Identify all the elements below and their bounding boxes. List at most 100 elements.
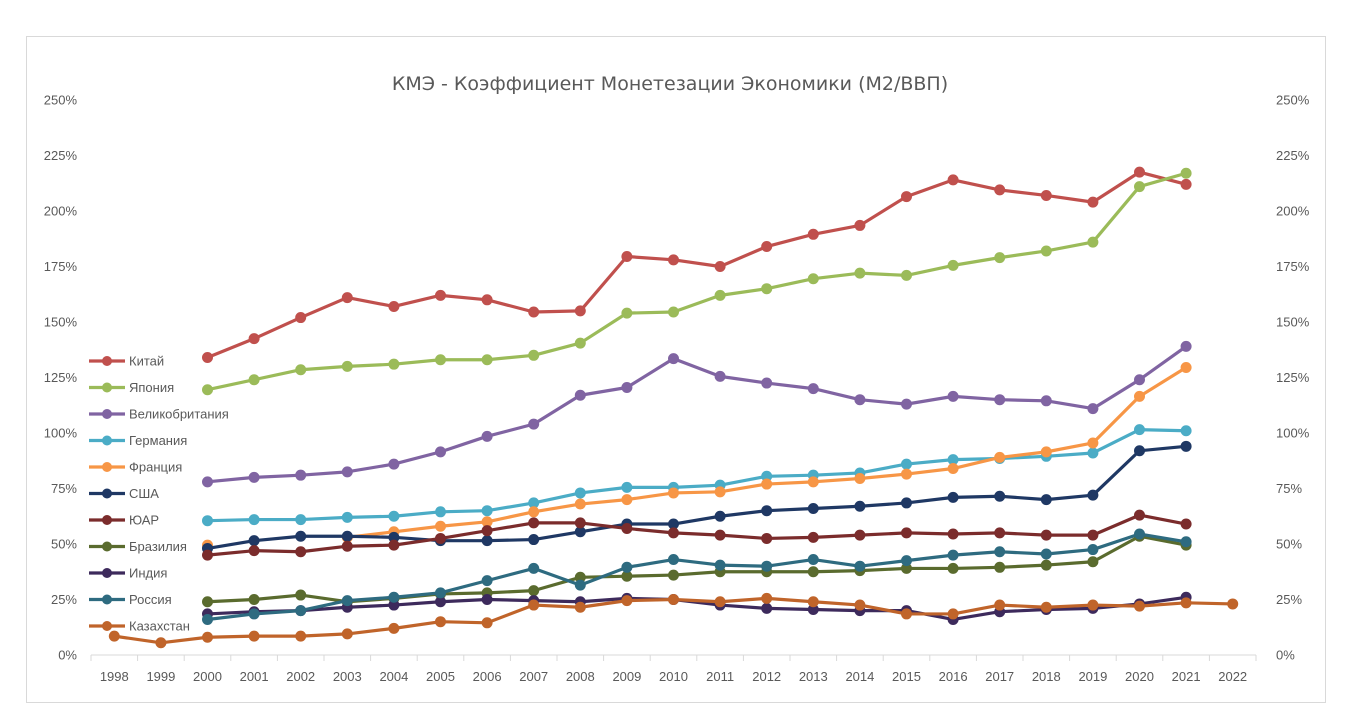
data-point: [1180, 518, 1192, 530]
data-point: [947, 549, 959, 561]
series-Великобритания: [202, 340, 1192, 488]
data-point: [295, 546, 307, 558]
legend-label: Индия: [129, 566, 167, 581]
legend-label: Япония: [129, 380, 174, 395]
x-tick-label: 2018: [1032, 669, 1061, 684]
y-tick-label-right: 125%: [1276, 370, 1310, 385]
data-point: [901, 458, 912, 470]
data-point: [341, 466, 353, 478]
data-point: [481, 535, 493, 547]
legend-swatch-marker: [102, 488, 112, 499]
data-point: [341, 530, 353, 542]
x-tick-label: 2019: [1078, 669, 1107, 684]
data-point: [668, 353, 679, 365]
data-point: [1134, 390, 1145, 402]
data-point: [1227, 598, 1239, 610]
y-tick-label-right: 50%: [1276, 537, 1302, 552]
legend-swatch-marker: [102, 621, 112, 631]
data-point: [761, 283, 773, 295]
data-point: [202, 613, 213, 625]
data-point: [854, 529, 866, 541]
data-point: [248, 535, 260, 547]
legend-label: Германия: [129, 433, 187, 448]
y-tick-label-right: 175%: [1276, 259, 1310, 274]
data-point: [202, 476, 213, 488]
data-point: [1040, 559, 1052, 571]
data-point: [1134, 445, 1145, 457]
data-point: [994, 394, 1006, 406]
data-point: [341, 292, 353, 304]
data-point: [1087, 447, 1099, 459]
data-point: [1134, 600, 1145, 612]
data-point: [714, 529, 726, 541]
legend-item: Бразилия: [89, 539, 187, 554]
data-point: [807, 228, 819, 240]
data-point: [1087, 437, 1099, 449]
data-point: [295, 312, 307, 324]
y-tick-label-right: 100%: [1276, 426, 1310, 441]
data-point: [435, 506, 446, 518]
data-point: [1040, 548, 1052, 560]
data-point: [621, 522, 633, 534]
data-point: [388, 458, 400, 470]
data-point: [714, 596, 726, 608]
x-tick-label: 2003: [333, 669, 362, 684]
legend-item: Германия: [89, 433, 187, 448]
data-point: [761, 560, 773, 572]
y-tick-label-left: 125%: [44, 370, 78, 385]
legend-item: Великобритания: [89, 407, 229, 422]
data-point: [1040, 494, 1052, 506]
data-point: [668, 527, 679, 539]
data-point: [1087, 556, 1099, 568]
legend-item: Казахстан: [89, 619, 190, 634]
data-point: [1087, 236, 1099, 248]
y-tick-label-right: 25%: [1276, 592, 1302, 607]
data-point: [621, 481, 633, 493]
legend-label: Казахстан: [129, 619, 190, 634]
x-tick-label: 2001: [240, 669, 269, 684]
data-point: [1040, 395, 1052, 407]
data-point: [481, 430, 493, 442]
x-tick-label: 2004: [379, 669, 408, 684]
y-tick-label-right: 200%: [1276, 204, 1310, 219]
series-line: [205, 170, 1188, 360]
data-point: [248, 374, 260, 386]
data-point: [1040, 446, 1052, 458]
legend-swatch-marker: [102, 382, 112, 393]
data-point: [295, 514, 307, 526]
data-point: [994, 252, 1006, 264]
data-point: [435, 532, 446, 544]
data-point: [1087, 196, 1099, 208]
data-point: [761, 592, 773, 604]
data-point: [574, 487, 586, 499]
data-point: [481, 575, 493, 587]
y-axis-left: 0% 25% 50% 75% 100% 125% 150% 175% 200% 225% 250%: [44, 93, 78, 663]
data-point: [295, 469, 307, 481]
data-point: [388, 539, 400, 551]
series-line: [112, 596, 1235, 645]
legend-label: Китай: [129, 354, 164, 369]
data-point: [761, 478, 773, 490]
data-point: [248, 333, 260, 345]
y-tick-label-right: 75%: [1276, 481, 1302, 496]
x-tick-label: 1999: [146, 669, 175, 684]
legend-label: США: [129, 486, 159, 501]
data-point: [621, 595, 633, 607]
x-tick-label: 2008: [566, 669, 595, 684]
data-point: [901, 191, 912, 203]
data-point: [341, 360, 353, 372]
data-point: [1134, 181, 1145, 193]
data-point: [248, 471, 260, 483]
data-point: [295, 364, 307, 376]
data-point: [901, 608, 912, 620]
data-point: [714, 510, 726, 522]
legend-label: Россия: [129, 592, 172, 607]
data-point: [901, 527, 912, 539]
legend-swatch-marker: [102, 435, 112, 446]
data-point: [947, 528, 959, 540]
data-point: [528, 585, 540, 597]
data-point: [994, 599, 1006, 611]
data-point: [574, 337, 586, 349]
data-point: [528, 506, 540, 518]
